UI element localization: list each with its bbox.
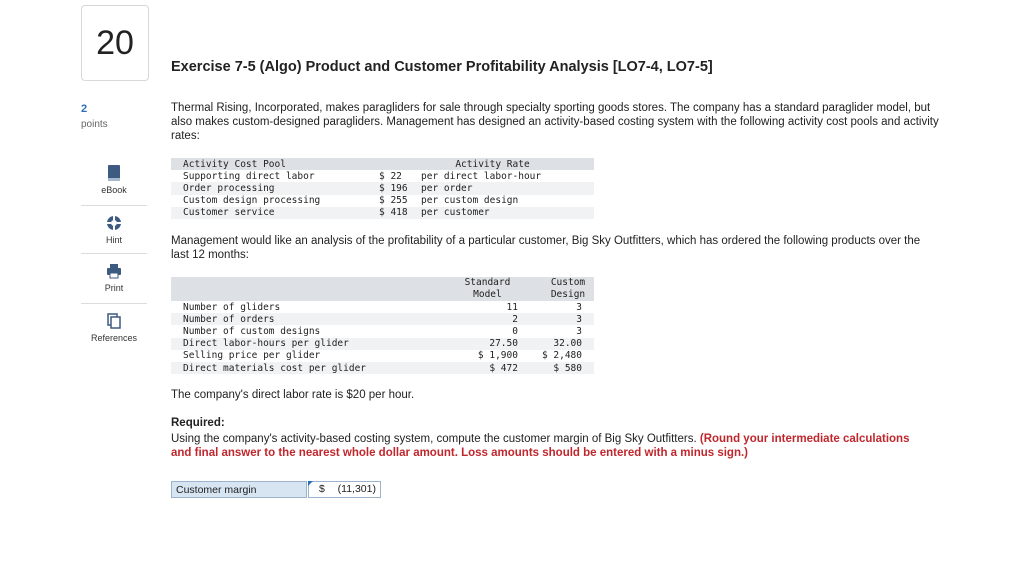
- customer-margin-input[interactable]: $ (11,301): [308, 481, 381, 498]
- references-button[interactable]: References: [81, 313, 147, 343]
- ebook-label: eBook: [101, 185, 127, 195]
- product-data-table: Standard Model Custom Design Number of g…: [171, 277, 594, 375]
- custom-value: $ 2,480: [541, 350, 582, 362]
- table-header-row: Standard Model Custom Design: [171, 277, 594, 301]
- standard-value: 27.50: [489, 338, 518, 350]
- hint-label: Hint: [105, 235, 122, 245]
- rate-unit: per custom design: [421, 195, 519, 207]
- row-label: Direct materials cost per glider: [183, 362, 367, 374]
- table-row: Order processing $ 196 per order: [171, 182, 594, 195]
- question-number: 20: [81, 5, 149, 81]
- rate-value: $ 418: [379, 207, 408, 219]
- table-row: Number of orders 2 3: [171, 313, 594, 326]
- pool-name: Order processing: [183, 182, 275, 194]
- row-label: Direct labor-hours per glider: [183, 338, 349, 350]
- table-row: Customer service $ 418 per customer: [171, 206, 594, 219]
- answer-value: (11,301): [337, 483, 376, 495]
- standard-value: 11: [506, 301, 518, 313]
- rate-value: $ 255: [379, 195, 408, 207]
- hint-icon: [107, 216, 121, 230]
- table-row: Number of custom designs 0 3: [171, 325, 594, 337]
- table-row: Selling price per glider $ 1,900 $ 2,480: [171, 350, 594, 362]
- table-row: Custom design processing $ 255 per custo…: [171, 195, 594, 207]
- table-row: Direct materials cost per glider $ 472 $…: [171, 361, 594, 375]
- hint-button[interactable]: Hint: [81, 215, 147, 245]
- points-value: 2: [81, 103, 88, 115]
- custom-value: 32.00: [553, 338, 582, 350]
- table-row: Direct labor-hours per glider 27.50 32.0…: [171, 337, 594, 350]
- table-row: Number of gliders 11 3: [171, 301, 594, 313]
- rate-value: $ 196: [379, 182, 408, 194]
- rate-unit: per direct labor-hour: [421, 170, 542, 182]
- column-header-custom: Custom Design: [550, 277, 586, 300]
- table-header-row: Activity Cost Pool Activity Rate: [171, 158, 594, 171]
- rounding-instruction: (Round your intermediate calculations an…: [171, 433, 910, 459]
- column-header: Activity Cost Pool: [183, 158, 286, 170]
- intro-text: Thermal Rising, Incorporated, makes para…: [171, 102, 939, 142]
- references-icon: [107, 313, 121, 329]
- divider: [81, 205, 147, 206]
- custom-value: 3: [576, 301, 582, 313]
- book-icon: [108, 165, 120, 181]
- divider: [81, 303, 147, 304]
- points-label: points: [81, 119, 108, 130]
- activity-rate-table: Activity Cost Pool Activity Rate Support…: [171, 158, 594, 219]
- rate-value: $ 22: [379, 170, 402, 182]
- pool-name: Supporting direct labor: [183, 170, 315, 182]
- print-label: Print: [104, 283, 124, 293]
- row-label: Number of custom designs: [183, 325, 321, 337]
- custom-value: $ 580: [553, 362, 582, 374]
- entry-flag-icon: [308, 481, 313, 486]
- standard-value: $ 1,900: [477, 350, 518, 362]
- ebook-button[interactable]: eBook: [81, 165, 147, 195]
- pool-name: Custom design processing: [183, 195, 321, 207]
- exercise-title: Exercise 7-5 (Algo) Product and Customer…: [171, 59, 713, 75]
- labor-rate-text: The company's direct labor rate is $20 p…: [171, 389, 415, 401]
- standard-value: 2: [512, 313, 518, 325]
- table-row: Supporting direct labor $ 22 per direct …: [171, 170, 594, 182]
- column-header-standard: Standard Model: [464, 277, 511, 300]
- required-text-block: Using the company's activity-based costi…: [171, 432, 931, 460]
- divider: [81, 253, 147, 254]
- required-heading: Required:: [171, 417, 225, 429]
- row-label: Number of gliders: [183, 301, 281, 313]
- rate-unit: per customer: [421, 207, 490, 219]
- standard-value: 0: [512, 325, 518, 337]
- standard-value: $ 472: [489, 362, 518, 374]
- column-header-blank: [171, 277, 433, 301]
- print-icon: [107, 264, 121, 279]
- answer-label: Customer margin: [171, 481, 307, 498]
- required-text: Using the company's activity-based costi…: [171, 433, 697, 445]
- custom-value: 3: [576, 325, 582, 337]
- row-label: Number of orders: [183, 313, 275, 325]
- print-button[interactable]: Print: [81, 263, 147, 293]
- row-label: Selling price per glider: [183, 350, 321, 362]
- column-header: Activity Rate: [455, 158, 530, 170]
- references-label: References: [90, 333, 138, 343]
- custom-value: 3: [576, 313, 582, 325]
- analysis-text: Management would like an analysis of the…: [171, 235, 921, 261]
- currency-symbol: $: [319, 483, 325, 495]
- pool-name: Customer service: [183, 207, 275, 219]
- rate-unit: per order: [421, 182, 473, 194]
